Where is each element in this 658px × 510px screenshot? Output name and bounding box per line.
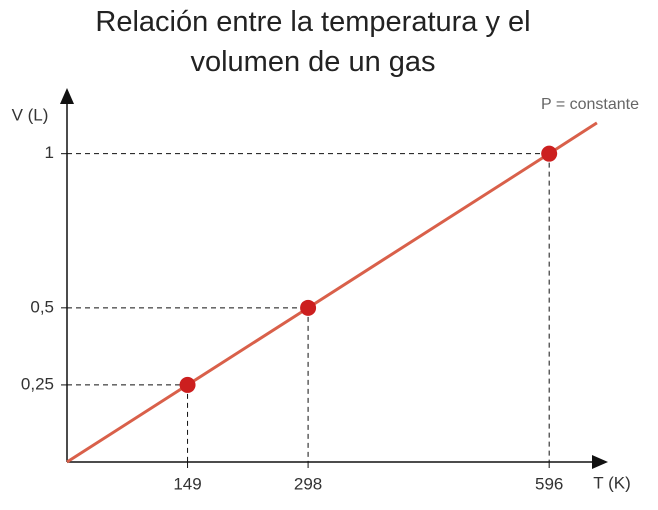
data-line <box>66 121 598 464</box>
y-tick-label: 1 <box>45 143 54 162</box>
x-arrow <box>592 455 608 469</box>
x-tick-label: 149 <box>173 474 201 493</box>
data-point <box>300 299 317 316</box>
data-point <box>541 145 558 162</box>
x-tick-label: 596 <box>535 474 563 493</box>
x-tick-label: 298 <box>294 474 322 493</box>
y-tick-label: 0,5 <box>30 297 54 316</box>
annotation: P = constante <box>541 96 639 113</box>
y-arrow <box>60 88 74 104</box>
y-tick-label: 0,25 <box>21 374 54 393</box>
y-axis-label: V (L) <box>12 105 49 124</box>
chart-title: Relación entre la temperatura y el volum… <box>95 6 531 78</box>
data-point <box>179 376 196 393</box>
x-axis-label: T (K) <box>593 473 630 492</box>
